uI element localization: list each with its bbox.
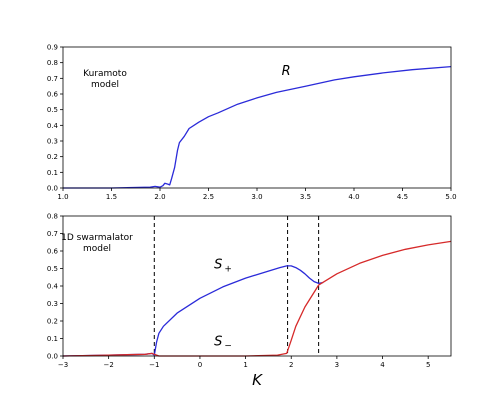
y-tick-label: 0.6 [47, 91, 59, 99]
x-tick-label: 1.0 [57, 193, 68, 201]
y-tick-label: 0.8 [47, 59, 58, 67]
x-tick-label: 3.0 [251, 193, 262, 201]
swarmalator-panel: −3 −2 −1 0 1 2 3 4 5 0.0 0.1 0.2 0.3 0.4 0.5 0.6 0.7 0.8 1… [47, 213, 452, 389]
y-tick-label: 0.7 [47, 230, 58, 238]
y-tick-label: 0.5 [47, 265, 58, 273]
y-tick-label: 0.1 [47, 335, 58, 343]
panel-label-line: 1D swarmalator [61, 233, 133, 243]
panel-label-line: model [91, 80, 119, 90]
x-tick-label: 5.0 [445, 193, 456, 201]
series-line-r [63, 65, 452, 189]
x-axis-label: K [252, 371, 263, 389]
x-tick-label: −2 [103, 361, 113, 369]
x-tick-label: 3.5 [300, 193, 311, 201]
x-tick-label: 2.0 [154, 193, 165, 201]
y-tick-label: 0.5 [47, 106, 58, 114]
x-tick-label: −1 [149, 361, 159, 369]
y-tick-label: 0.2 [47, 318, 58, 326]
y-tick-label: 0.2 [47, 153, 58, 161]
series-annotation: S [214, 335, 222, 350]
y-tick-label: 0.0 [47, 353, 58, 361]
series-annotation: S [214, 258, 222, 273]
series-annotation-subscript: + [224, 265, 232, 275]
y-tick-label: 0.1 [47, 169, 58, 177]
kuramoto-panel: 1.0 1.5 2.0 2.5 3.0 3.5 4.0 4.5 5.0 0.0 0.1 0.2 0.3 0… [47, 44, 457, 202]
y-tick-label: 0.3 [47, 138, 58, 146]
series-annotation-subscript: − [224, 342, 232, 352]
y-tick-label: 0.4 [47, 283, 59, 291]
x-tick-label: 2.5 [203, 193, 214, 201]
x-tick-label: 4.5 [397, 193, 408, 201]
series-annotation: R [282, 64, 291, 79]
x-tick-label: 3 [335, 361, 339, 369]
x-tick-label: 4 [380, 361, 385, 369]
x-tick-label: −3 [58, 361, 68, 369]
x-tick-label: 1 [243, 361, 247, 369]
panel-label-line: model [83, 244, 111, 254]
y-tick-label: 0.6 [47, 248, 59, 256]
y-tick-label: 0.3 [47, 300, 58, 308]
x-tick-label: 0 [198, 361, 202, 369]
y-tick-label: 0.4 [47, 122, 59, 130]
y-tick-label: 0.0 [47, 185, 58, 193]
x-tick-label: 5 [426, 361, 430, 369]
series-line-s-minus [62, 240, 452, 357]
x-tick-label: 2 [289, 361, 293, 369]
y-tick-label: 0.8 [47, 213, 58, 221]
x-tick-label: 1.5 [106, 193, 117, 201]
panel-label-line: Kuramoto [83, 69, 127, 79]
y-tick-label: 0.7 [47, 75, 58, 83]
series-line-s-plus [62, 265, 324, 357]
y-tick-label: 0.9 [47, 44, 58, 52]
x-tick-label: 4.0 [348, 193, 359, 201]
